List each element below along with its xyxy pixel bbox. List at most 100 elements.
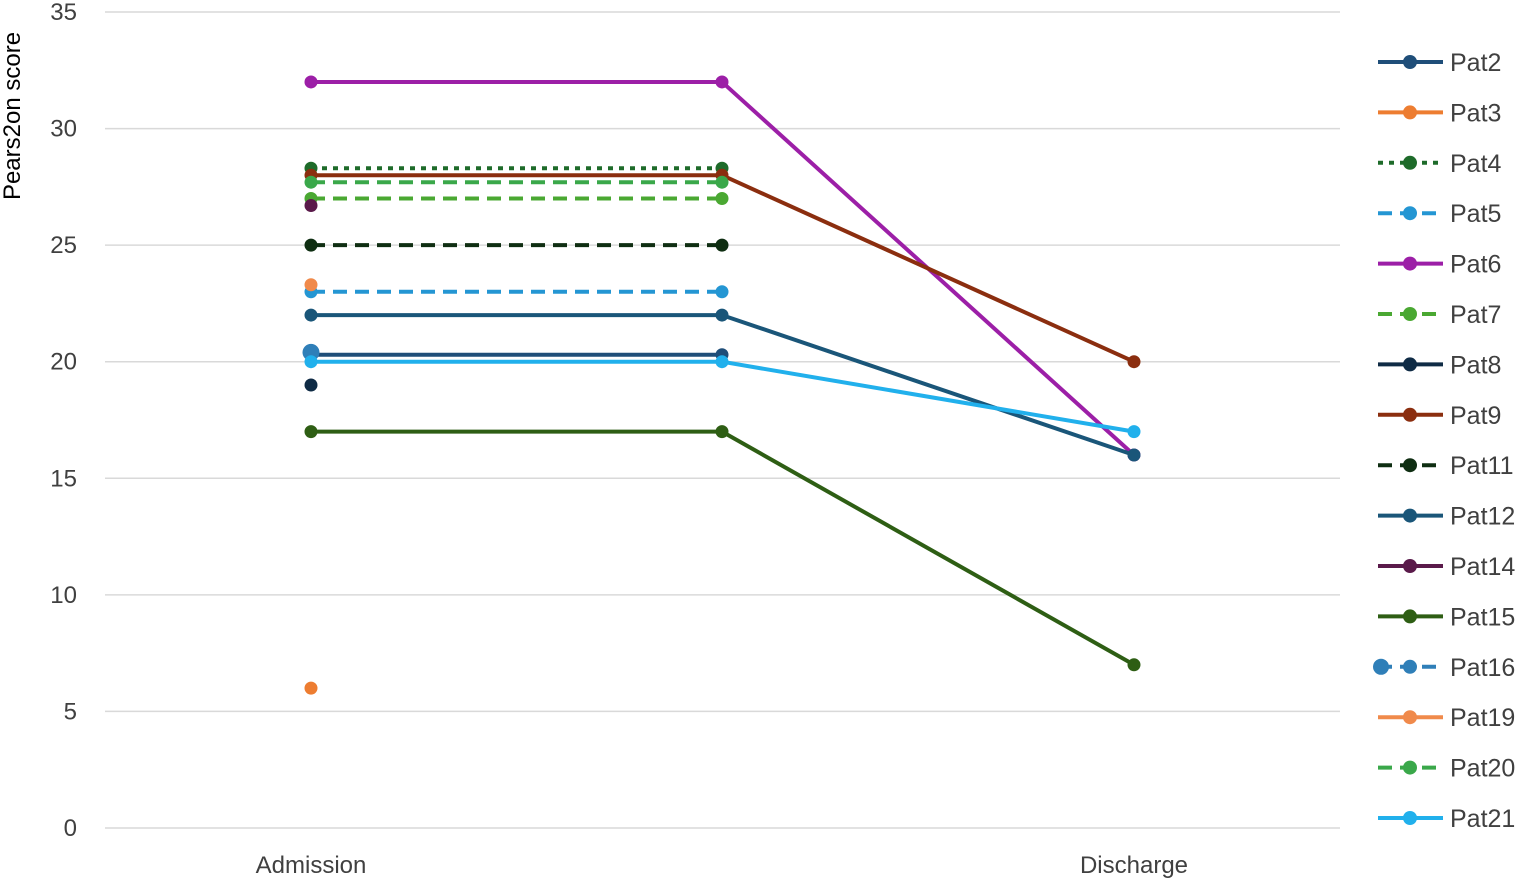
legend-label: Pat21 [1450, 805, 1515, 833]
legend-label: Pat20 [1450, 755, 1515, 783]
legend-label: Pat12 [1450, 503, 1515, 531]
data-point [304, 238, 318, 252]
data-point [715, 175, 729, 189]
y-tick-label: 0 [64, 815, 77, 842]
legend-item-pat4: Pat4 [1378, 150, 1502, 178]
y-tick-label: 5 [64, 698, 77, 725]
legend-label: Pat7 [1450, 301, 1501, 329]
legend-marker [1403, 710, 1417, 725]
series-line-segment [721, 429, 1135, 667]
y-tick-label: 35 [50, 0, 77, 26]
legend-item-pat12: Pat12 [1378, 503, 1515, 531]
legend-label: Pat2 [1450, 49, 1501, 77]
data-point [715, 355, 729, 369]
legend-label: Pat16 [1450, 654, 1515, 682]
y-tick-label: 10 [50, 582, 77, 609]
legend-marker [1403, 357, 1417, 372]
data-point [1127, 658, 1141, 672]
legend-marker [1403, 256, 1417, 271]
y-tick-label: 25 [50, 232, 77, 259]
legend-marker [1403, 760, 1417, 775]
series-pat8 [304, 378, 318, 392]
legend-label: Pat6 [1450, 251, 1501, 279]
legend-item-pat11: Pat11 [1378, 452, 1513, 480]
data-point [1127, 425, 1141, 439]
legend-label: Pat4 [1450, 150, 1502, 178]
data-point [715, 308, 729, 322]
series-pat15 [304, 425, 1141, 672]
series-pat7 [304, 192, 729, 206]
legend-marker [1403, 307, 1417, 321]
legend-item-pat19: Pat19 [1378, 704, 1515, 732]
legend-label: Pat5 [1450, 200, 1501, 228]
legend-item-pat5: Pat5 [1378, 200, 1501, 228]
legend-label: Pat19 [1450, 704, 1515, 732]
legend-item-pat3: Pat3 [1378, 99, 1501, 127]
legend-item-pat7: Pat7 [1378, 301, 1501, 329]
data-point [304, 308, 318, 322]
legend-item-pat15: Pat15 [1378, 603, 1515, 631]
legend-marker [1403, 407, 1417, 422]
data-point [715, 75, 729, 89]
data-point [304, 75, 318, 89]
legend-item-pat2: Pat2 [1378, 49, 1501, 77]
series-pat11 [304, 238, 729, 252]
x-axis-ticks: Admission Discharge [256, 852, 1188, 879]
series-pat5 [304, 285, 729, 299]
legend-label: Pat14 [1450, 553, 1515, 581]
series-pat2 [304, 348, 729, 362]
y-tick-label: 15 [50, 465, 77, 492]
series-pat14 [304, 199, 318, 213]
legend-item-pat9: Pat9 [1378, 402, 1501, 430]
data-point [715, 425, 729, 439]
legend-marker [1403, 458, 1417, 473]
gridlines [105, 11, 1340, 829]
data-point [304, 378, 318, 392]
legend-item-pat6: Pat6 [1378, 251, 1501, 279]
x-tick-label: Discharge [1080, 852, 1188, 879]
series-line-segment [721, 359, 1135, 434]
data-point [304, 355, 318, 369]
series-pat21 [304, 355, 1141, 439]
series-pat20 [304, 175, 729, 189]
legend-item-pat8: Pat8 [1378, 351, 1501, 379]
data-point [304, 278, 318, 292]
legend-marker [1403, 508, 1417, 523]
legend-marker [1403, 609, 1417, 624]
y-tick-label: 30 [50, 116, 77, 143]
data-point [715, 192, 729, 206]
legend-marker [1403, 206, 1417, 221]
legend-marker [1403, 659, 1417, 674]
legend-marker [1403, 55, 1417, 69]
data-point [304, 425, 318, 439]
legend-label: Pat3 [1450, 99, 1501, 127]
series-lines [302, 75, 1141, 695]
series-pat4 [304, 161, 729, 175]
series-pat19 [304, 278, 318, 292]
legend-marker [1403, 559, 1417, 573]
legend-item-pat21: Pat21 [1378, 805, 1515, 833]
legend-item-pat16: Pat16 [1373, 654, 1515, 682]
data-point [304, 199, 318, 213]
legend-marker [1403, 105, 1417, 120]
x-tick-label: Admission [256, 852, 367, 879]
data-point [304, 175, 318, 189]
data-point [715, 238, 729, 252]
series-line-segment [721, 313, 1135, 457]
series-pat12 [304, 308, 1141, 462]
series-pat3 [304, 681, 318, 695]
legend-label: Pat15 [1450, 603, 1515, 631]
legend-label: Pat8 [1450, 351, 1501, 379]
data-point [1127, 355, 1141, 369]
legend-marker [1403, 811, 1417, 825]
series-line-segment [721, 173, 1135, 364]
data-point [715, 285, 729, 299]
legend-marker [1403, 155, 1417, 170]
legend-item-pat20: Pat20 [1378, 755, 1515, 783]
legend-item-pat14: Pat14 [1378, 553, 1515, 581]
legend: Pat2 Pat3 Pat4 Pat5 Pat6 Pat7 Pat8 Pat9 Pat11 Pat… [1373, 49, 1515, 833]
data-point [304, 681, 318, 695]
legend-label: Pat9 [1450, 402, 1501, 430]
